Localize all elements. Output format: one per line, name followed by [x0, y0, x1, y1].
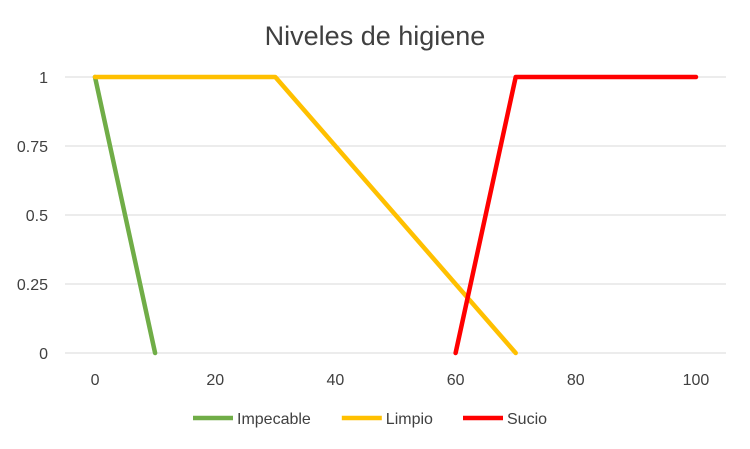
series-lines: [92, 74, 699, 356]
legend-label: Sucio: [507, 411, 547, 428]
legend: Impecable Limpio Sucio: [193, 411, 547, 428]
y-tick-label: 0.5: [26, 208, 48, 225]
legend-label: Impecable: [237, 411, 311, 428]
legend-item-impecable: Impecable: [193, 411, 311, 428]
series-line-limpio: [92, 74, 518, 356]
legend-item-limpio: Limpio: [341, 411, 433, 428]
legend-label: Limpio: [386, 411, 433, 428]
x-tick-label: 100: [683, 372, 710, 389]
legend-item-sucio: Sucio: [463, 411, 547, 428]
chart-title: Niveles de higiene: [265, 21, 486, 51]
x-tick-label: 20: [206, 372, 224, 389]
y-tick-label: 1: [39, 70, 48, 87]
y-axis-ticks: 0 0.25 0.5 0.75 1: [17, 70, 48, 363]
y-tick-label: 0.75: [17, 139, 48, 156]
series-line-impecable: [92, 74, 158, 356]
x-tick-label: 60: [447, 372, 465, 389]
x-axis-ticks: 0 20 40 60 80 100: [91, 372, 710, 389]
y-tick-label: 0.25: [17, 277, 48, 294]
x-tick-label: 80: [567, 372, 585, 389]
y-tick-label: 0: [39, 346, 48, 363]
series-line-sucio: [453, 74, 699, 356]
x-tick-label: 0: [91, 372, 100, 389]
x-tick-label: 40: [327, 372, 345, 389]
